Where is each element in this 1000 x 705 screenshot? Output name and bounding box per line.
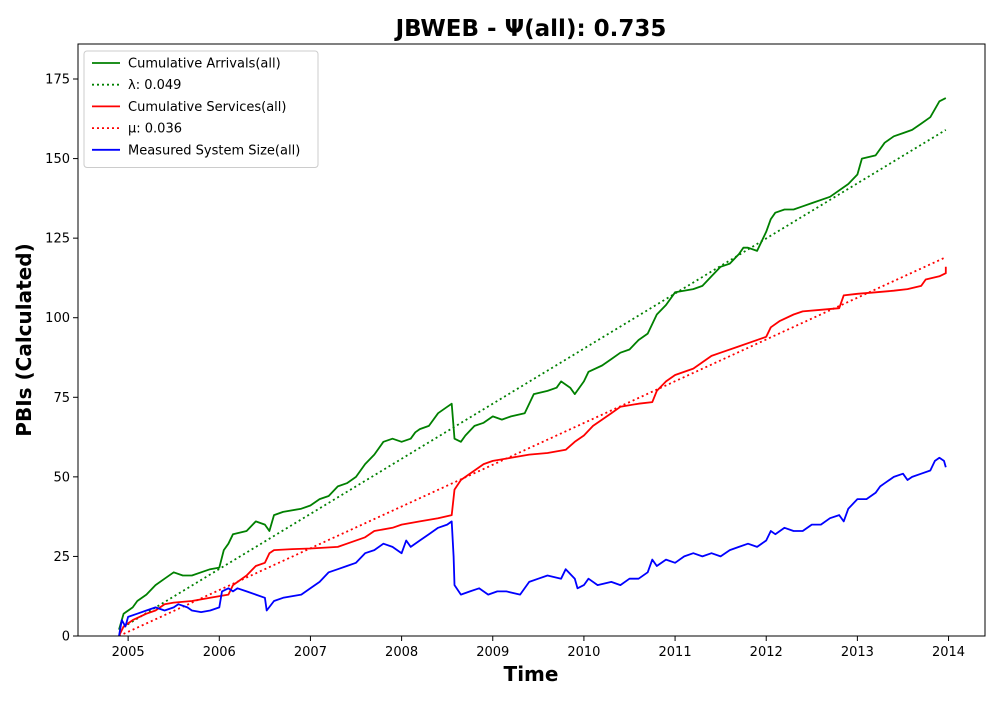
legend-entry: Measured System Size(all) [128,143,300,158]
chart-legend: Cumulative Arrivals(all) λ: 0.049 Cumulati… [83,50,319,168]
legend-box [83,50,319,168]
x-tick-label: 2011 [659,645,692,660]
y-tick-label: 0 [62,630,70,645]
y-tick-label: 125 [45,232,70,247]
x-tick-label: 2005 [112,645,145,660]
legend-entry: Cumulative Arrivals(all) [128,57,281,72]
plot-area [118,97,947,636]
legend-entry: Cumulative Services(all) [128,100,286,115]
legend-entry: μ: 0.036 [128,122,182,137]
x-tick-label: 2007 [294,645,327,660]
plot-frame [77,43,986,637]
series-line-1 [118,129,947,631]
legend-entry: λ: 0.049 [128,78,181,93]
series-line-3 [118,256,947,636]
x-tick-label: 2014 [932,645,965,660]
x-tick-label: 2010 [567,645,600,660]
y-axis-label: PBIs (Calculated) [12,243,36,436]
y-axis-ticks: 0 25 50 75 100 125 150 175 [45,73,78,645]
y-tick-label: 75 [53,391,70,406]
x-axis-label: Time [504,662,559,686]
y-tick-label: 100 [45,311,70,326]
series-line-4 [118,456,947,636]
x-tick-label: 2012 [750,645,783,660]
x-tick-label: 2006 [203,645,236,660]
chart-title: JBWEB - Ψ(all): 0.735 [394,16,667,42]
series-line-2 [118,266,947,636]
y-tick-label: 175 [45,73,70,88]
y-tick-label: 25 [53,550,70,565]
x-axis-ticks: 2005 2006 2007 2008 2009 2010 2011 2012 2013 2014 [112,636,965,660]
series-line-0 [118,97,947,630]
x-tick-label: 2008 [385,645,418,660]
y-tick-label: 150 [45,152,70,167]
y-tick-label: 50 [53,470,70,485]
x-tick-label: 2009 [476,645,509,660]
x-tick-label: 2013 [841,645,874,660]
